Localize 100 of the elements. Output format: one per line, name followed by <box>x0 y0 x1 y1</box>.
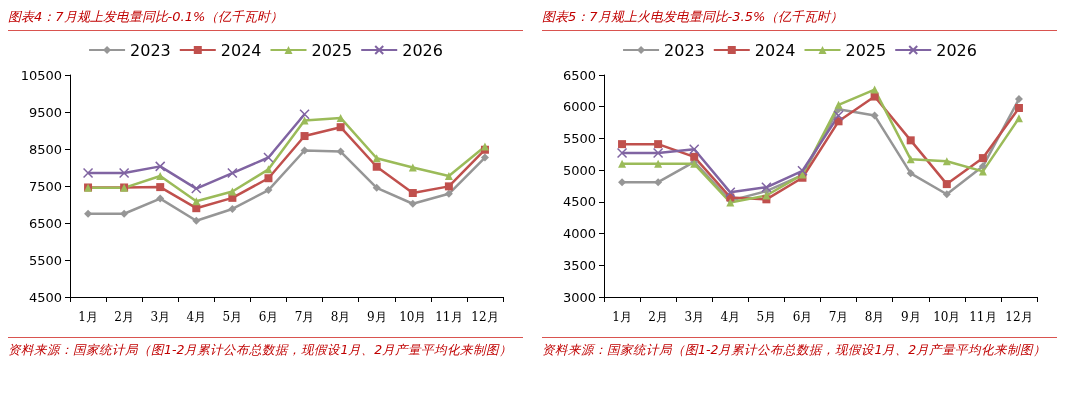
x-tick-label: 2月 <box>648 310 668 324</box>
legend-label: 2026 <box>402 40 443 60</box>
x-tick-label: 3月 <box>684 310 705 324</box>
point <box>834 100 843 109</box>
point <box>120 209 129 218</box>
point <box>690 152 699 161</box>
chart-title: 图表5：7月规上火电发电量同比-3.5%（亿千瓦时） <box>542 8 1057 31</box>
y-tick-label: 9500 <box>28 104 62 120</box>
point <box>616 147 628 159</box>
point <box>408 189 417 198</box>
point <box>336 147 345 156</box>
point <box>833 110 844 121</box>
x-tick-label: 2月 <box>114 310 134 324</box>
x-tick-label: 5月 <box>222 310 243 324</box>
x-tick-label: 8月 <box>864 310 885 324</box>
point <box>654 159 663 168</box>
text: 资料来源：国家统计局（图1-2月累计公布总数据，现假设1月、2月产量平均化来制图） <box>8 341 514 359</box>
point <box>191 183 202 194</box>
point <box>336 113 345 122</box>
point <box>906 136 915 145</box>
x-tick-label: 4月 <box>186 310 207 324</box>
point <box>300 132 309 141</box>
point <box>618 159 627 168</box>
point <box>192 216 201 225</box>
y-tick-label: 3500 <box>562 257 596 273</box>
point <box>688 143 700 155</box>
point <box>154 161 166 172</box>
y-tick-label: 7500 <box>28 178 62 194</box>
legend-label: 2025 <box>311 40 353 60</box>
point <box>263 152 274 163</box>
point <box>264 174 273 183</box>
point <box>372 183 381 192</box>
x-tick-label: 4月 <box>720 310 741 324</box>
legend-label: 2023 <box>664 40 705 60</box>
x-tick-label: 10月 <box>933 310 961 324</box>
legend-label: 2026 <box>936 40 977 60</box>
y-tick-label: 3000 <box>562 289 596 305</box>
point <box>870 111 879 120</box>
point <box>372 162 381 171</box>
y-tick-label: 6500 <box>562 67 596 83</box>
point <box>1014 103 1023 112</box>
point <box>228 187 237 196</box>
x-tick-label: 9月 <box>366 310 387 324</box>
point <box>444 189 453 198</box>
point <box>942 190 951 199</box>
point <box>82 167 94 179</box>
x-tick-label: 1月 <box>78 310 98 324</box>
point <box>300 146 309 155</box>
x-tick-label: 3月 <box>150 310 171 324</box>
legend-label: 2024 <box>220 40 262 60</box>
y-tick-label: 10500 <box>20 67 62 83</box>
point <box>978 154 987 163</box>
point <box>870 85 879 94</box>
text: 资料来源：国家统计局（图1-2月累计公布总数据，现假设1月、2月产量平均化来制图） <box>542 341 1048 359</box>
point <box>906 169 915 178</box>
point <box>762 191 771 200</box>
point <box>336 123 345 132</box>
point <box>264 186 273 195</box>
x-tick-label: 11月 <box>969 310 997 324</box>
x-tick-label: 9月 <box>900 310 921 324</box>
point <box>408 199 417 208</box>
point <box>618 140 627 149</box>
y-tick-label: 5500 <box>562 130 596 146</box>
point <box>156 183 165 192</box>
chart-title: 图表4：7月规上发电量同比-0.1%（亿千瓦时） <box>8 8 523 31</box>
y-tick-label: 4000 <box>562 226 596 242</box>
point <box>725 187 736 198</box>
x-tick-label: 5月 <box>756 310 777 324</box>
point <box>942 180 951 189</box>
point <box>1014 95 1023 104</box>
x-tick-label: 7月 <box>294 310 315 324</box>
y-tick-label: 5000 <box>562 162 596 178</box>
point <box>156 194 165 203</box>
x-tick-label: 7月 <box>828 310 849 324</box>
point <box>654 140 663 149</box>
point <box>652 147 664 159</box>
x-tick-label: 12月 <box>1005 310 1033 324</box>
x-tick-label: 12月 <box>471 310 499 324</box>
point <box>228 204 237 213</box>
point <box>227 167 238 179</box>
point <box>444 172 453 181</box>
point <box>761 182 772 193</box>
x-tick-label: 11月 <box>435 310 463 324</box>
point <box>118 167 130 179</box>
y-tick-label: 5500 <box>28 252 62 268</box>
y-tick-label: 4500 <box>28 289 62 305</box>
y-tick-label: 4500 <box>562 194 596 210</box>
y-tick-label: 6000 <box>562 99 596 115</box>
x-tick-label: 6月 <box>792 310 813 324</box>
point <box>156 172 165 181</box>
legend-label: 2024 <box>754 40 796 60</box>
point <box>480 153 489 162</box>
point <box>300 116 309 125</box>
point <box>444 182 453 191</box>
y-tick-label: 6500 <box>28 215 62 231</box>
point <box>797 165 808 177</box>
x-tick-label: 10月 <box>399 310 427 324</box>
x-tick-label: 6月 <box>258 310 279 324</box>
y-tick-label: 8500 <box>28 141 62 157</box>
x-tick-label: 8月 <box>330 310 351 324</box>
